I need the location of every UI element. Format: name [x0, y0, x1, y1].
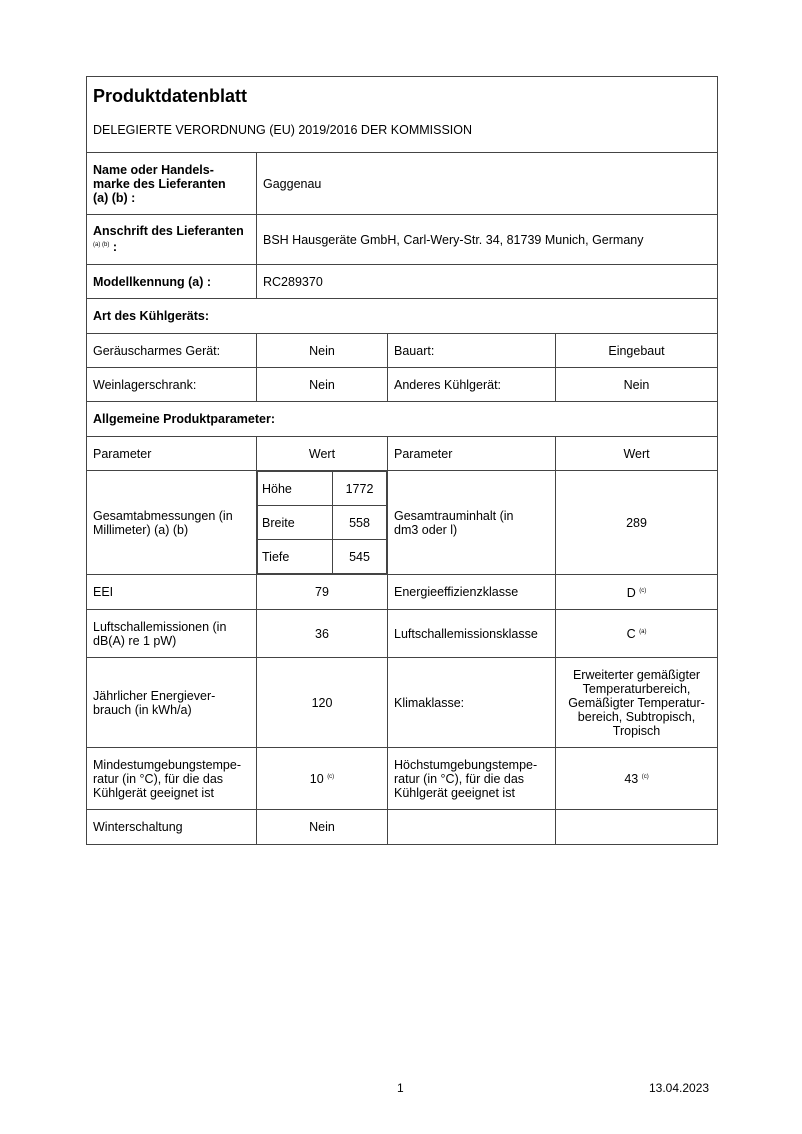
- param: Mindestumgebungstempe-ratur (in °C), für…: [86, 747, 257, 810]
- address-label: Anschrift des Lieferanten (a) (b) :: [86, 214, 257, 265]
- depth-value: 545: [332, 539, 387, 574]
- dimensions-label: Gesamtabmessungen (in Millimeter) (a) (b…: [86, 470, 257, 575]
- param: Luftschallemissionen (in dB(A) re 1 pW): [86, 609, 257, 658]
- table-row: EEI 79 Energieeffizienzklasse D (c): [86, 574, 719, 610]
- product-data-table: Produktdatenblatt DELEGIERTE VERORDNUNG …: [85, 76, 719, 845]
- value: Nein: [554, 367, 719, 402]
- value: 43 (c): [554, 747, 719, 810]
- param: Winterschaltung: [86, 809, 257, 845]
- col-header: Wert: [554, 436, 719, 471]
- param: Luftschallemissionsklasse: [387, 609, 556, 658]
- value-text: D: [626, 586, 636, 601]
- param: Höchstumgebungstempe-ratur (in °C), für …: [387, 747, 556, 810]
- volume-label: Gesamtrauminhalt (in dm3 oder l): [387, 470, 556, 575]
- value: Nein: [256, 367, 388, 402]
- height-value: 1772: [332, 471, 387, 506]
- value: Nein: [256, 333, 388, 368]
- table-row: Geräuscharmes Gerät: Nein Bauart: Eingebaut: [86, 333, 719, 368]
- model-id: RC289370: [255, 264, 719, 299]
- value: Erweiterter gemäßigter Temperaturbereich…: [554, 657, 719, 748]
- address-note: (a) (b): [93, 242, 110, 249]
- param: [387, 809, 556, 845]
- supplier-name: Gaggenau: [255, 152, 719, 215]
- col-header: Wert: [256, 436, 388, 471]
- param: Energieeffizienzklasse: [387, 574, 556, 610]
- param: Weinlagerschrank:: [86, 367, 257, 402]
- column-header-row: Parameter Wert Parameter Wert: [86, 436, 719, 471]
- value: D (c): [554, 574, 719, 610]
- width-value: 558: [332, 505, 387, 540]
- value-text: 10: [309, 772, 324, 787]
- param: Jährlicher Energiever-brauch (in kWh/a): [86, 657, 257, 748]
- table-row: Jährlicher Energiever-brauch (in kWh/a) 1…: [86, 657, 719, 748]
- footnote: (c): [639, 587, 647, 594]
- param: Geräuscharmes Gerät:: [86, 333, 257, 368]
- value-text: 43: [624, 772, 639, 787]
- footer-date: 13.04.2023: [649, 1081, 710, 1095]
- value: 120: [256, 657, 388, 748]
- value-text: C: [626, 627, 636, 642]
- col-header: Parameter: [86, 436, 257, 471]
- footnote: (a): [639, 629, 647, 636]
- dimensions-cell: Höhe 1772 Breite 558 Tiefe 545: [256, 470, 388, 575]
- depth-label: Tiefe: [257, 539, 333, 574]
- address: BSH Hausgeräte GmbH, Carl-Wery-Str. 34, …: [255, 214, 719, 265]
- value: Nein: [256, 809, 388, 845]
- table-row: Mindestumgebungstempe-ratur (in °C), für…: [86, 747, 719, 810]
- value: 36: [256, 609, 388, 658]
- param: Klimaklasse:: [387, 657, 556, 748]
- header-cell: Produktdatenblatt DELEGIERTE VERORDNUNG …: [85, 76, 719, 153]
- general-heading: Allgemeine Produktparameter:: [85, 401, 719, 437]
- volume-value: 289: [554, 470, 719, 575]
- height-label: Höhe: [257, 471, 333, 506]
- type-heading: Art des Kühlgeräts:: [85, 298, 719, 334]
- page-number: 1: [397, 1081, 404, 1095]
- width-label: Breite: [257, 505, 333, 540]
- dimensions-row: Gesamtabmessungen (in Millimeter) (a) (b…: [86, 470, 719, 575]
- col-header: Parameter: [387, 436, 556, 471]
- value: 79: [256, 574, 388, 610]
- page-title: Produktdatenblatt: [93, 86, 248, 106]
- table-row: Winterschaltung Nein: [86, 809, 719, 845]
- value: 10 (c): [256, 747, 388, 810]
- param: Bauart:: [387, 333, 556, 368]
- model-label: Modellkennung (a) :: [86, 264, 257, 299]
- table-row: Weinlagerschrank: Nein Anderes Kühlgerät: N…: [86, 367, 719, 402]
- address-label-text: Anschrift des Lieferanten: [93, 224, 244, 239]
- value: Eingebaut: [554, 333, 719, 368]
- supplier-name-label: Name oder Handels-marke des Lieferanten …: [86, 152, 257, 215]
- value: [554, 809, 719, 845]
- table-row: Luftschallemissionen (in dB(A) re 1 pW) 3…: [86, 609, 719, 658]
- footnote: (c): [327, 774, 335, 781]
- value: C (a): [554, 609, 719, 658]
- footnote: (c): [641, 774, 649, 781]
- param: Anderes Kühlgerät:: [387, 367, 556, 402]
- param: EEI: [86, 574, 257, 610]
- regulation-subtitle: DELEGIERTE VERORDNUNG (EU) 2019/2016 DER…: [93, 123, 473, 137]
